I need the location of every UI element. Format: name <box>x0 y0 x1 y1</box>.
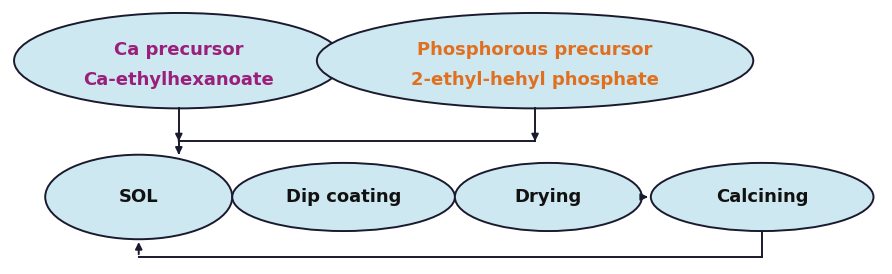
Ellipse shape <box>317 13 753 109</box>
Text: Ca-ethylhexanoate: Ca-ethylhexanoate <box>84 71 274 89</box>
Ellipse shape <box>14 13 343 109</box>
Text: Calcining: Calcining <box>716 188 808 206</box>
Text: 2-ethyl-hehyl phosphate: 2-ethyl-hehyl phosphate <box>411 71 659 89</box>
Ellipse shape <box>45 155 232 239</box>
Text: Drying: Drying <box>515 188 582 206</box>
Ellipse shape <box>651 163 873 231</box>
Text: Dip coating: Dip coating <box>286 188 401 206</box>
Text: SOL: SOL <box>119 188 159 206</box>
Text: Ca precursor: Ca precursor <box>114 41 244 59</box>
Ellipse shape <box>455 163 642 231</box>
Ellipse shape <box>232 163 455 231</box>
Text: Phosphorous precursor: Phosphorous precursor <box>417 41 653 59</box>
